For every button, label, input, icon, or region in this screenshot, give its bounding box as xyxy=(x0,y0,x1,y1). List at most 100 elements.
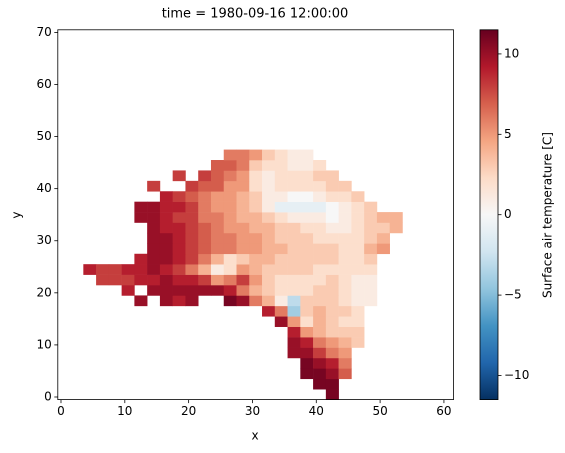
cell xyxy=(223,274,237,286)
cell xyxy=(300,326,314,338)
x-tick-label: 60 xyxy=(436,404,451,418)
y-tick-label: 50 xyxy=(37,129,52,143)
cell xyxy=(249,274,263,286)
cell xyxy=(210,222,225,234)
cell xyxy=(325,326,339,338)
cell xyxy=(249,264,263,275)
cell xyxy=(236,285,250,296)
cell xyxy=(287,326,301,338)
cell xyxy=(147,243,161,255)
cell xyxy=(262,191,276,202)
cell xyxy=(262,232,276,244)
cell xyxy=(364,201,378,213)
x-axis-label: x xyxy=(251,429,258,443)
cell xyxy=(108,274,122,286)
cell xyxy=(313,232,327,244)
cell xyxy=(147,274,161,286)
cell xyxy=(249,191,263,202)
cell xyxy=(338,253,352,265)
cell xyxy=(325,212,339,223)
cell xyxy=(262,243,276,255)
cell xyxy=(236,222,250,234)
cell xyxy=(147,264,161,275)
y-tick-label: 20 xyxy=(37,285,52,299)
cell xyxy=(172,274,186,286)
cell xyxy=(313,316,327,327)
cell xyxy=(262,160,276,171)
cell xyxy=(223,212,237,223)
cell xyxy=(287,191,301,202)
cell xyxy=(262,264,276,275)
cell xyxy=(198,180,212,192)
cell xyxy=(83,264,97,275)
cell xyxy=(249,149,263,161)
cell xyxy=(96,274,110,286)
cell xyxy=(249,212,263,223)
cell xyxy=(325,347,339,359)
cell xyxy=(313,285,327,296)
cell xyxy=(172,295,186,307)
cell xyxy=(185,232,199,244)
cell xyxy=(147,232,161,244)
cell xyxy=(236,201,250,213)
cell xyxy=(274,285,288,296)
cell xyxy=(210,274,225,286)
x-tick-label: 50 xyxy=(372,404,387,418)
cell xyxy=(249,243,263,255)
cell xyxy=(172,253,186,265)
cell xyxy=(236,160,250,171)
cell xyxy=(159,191,173,202)
cell xyxy=(338,368,352,380)
cell xyxy=(185,222,199,234)
cell xyxy=(210,285,225,296)
cell xyxy=(210,201,225,213)
cell xyxy=(223,201,237,213)
cell xyxy=(274,149,288,161)
cell xyxy=(134,264,148,275)
cell xyxy=(262,295,276,307)
cell xyxy=(300,295,314,307)
y-tick-label: 40 xyxy=(37,181,52,195)
cell xyxy=(364,243,378,255)
colorbar xyxy=(479,29,499,400)
cell xyxy=(274,180,288,192)
cell xyxy=(287,243,301,255)
colorbar-tick-label: −5 xyxy=(504,288,522,302)
cell xyxy=(262,212,276,223)
cell xyxy=(236,232,250,244)
cell xyxy=(287,347,301,359)
cell xyxy=(313,170,327,182)
cell xyxy=(364,212,378,223)
cell xyxy=(313,305,327,317)
cell xyxy=(351,274,365,286)
cell xyxy=(134,253,148,265)
cell xyxy=(313,180,327,192)
cell xyxy=(300,170,314,182)
cell xyxy=(172,212,186,223)
cell xyxy=(300,253,314,265)
cell xyxy=(351,264,365,275)
cell xyxy=(134,295,148,307)
plot-frame xyxy=(57,29,454,400)
x-tick-label: 20 xyxy=(181,404,196,418)
cell xyxy=(376,243,390,255)
cell xyxy=(159,264,173,275)
cell xyxy=(121,274,135,286)
cell xyxy=(147,222,161,234)
cell xyxy=(325,389,339,400)
cell xyxy=(274,212,288,223)
cell xyxy=(210,253,225,265)
cell xyxy=(236,149,250,161)
cell xyxy=(338,232,352,244)
cell xyxy=(236,295,250,307)
cell xyxy=(338,180,352,192)
cell xyxy=(300,232,314,244)
cell xyxy=(351,316,365,327)
y-tick-label: 30 xyxy=(37,233,52,247)
cell xyxy=(159,285,173,296)
cell xyxy=(262,201,276,213)
cell xyxy=(198,285,212,296)
cell xyxy=(300,337,314,348)
cell xyxy=(300,347,314,359)
cell xyxy=(338,357,352,369)
